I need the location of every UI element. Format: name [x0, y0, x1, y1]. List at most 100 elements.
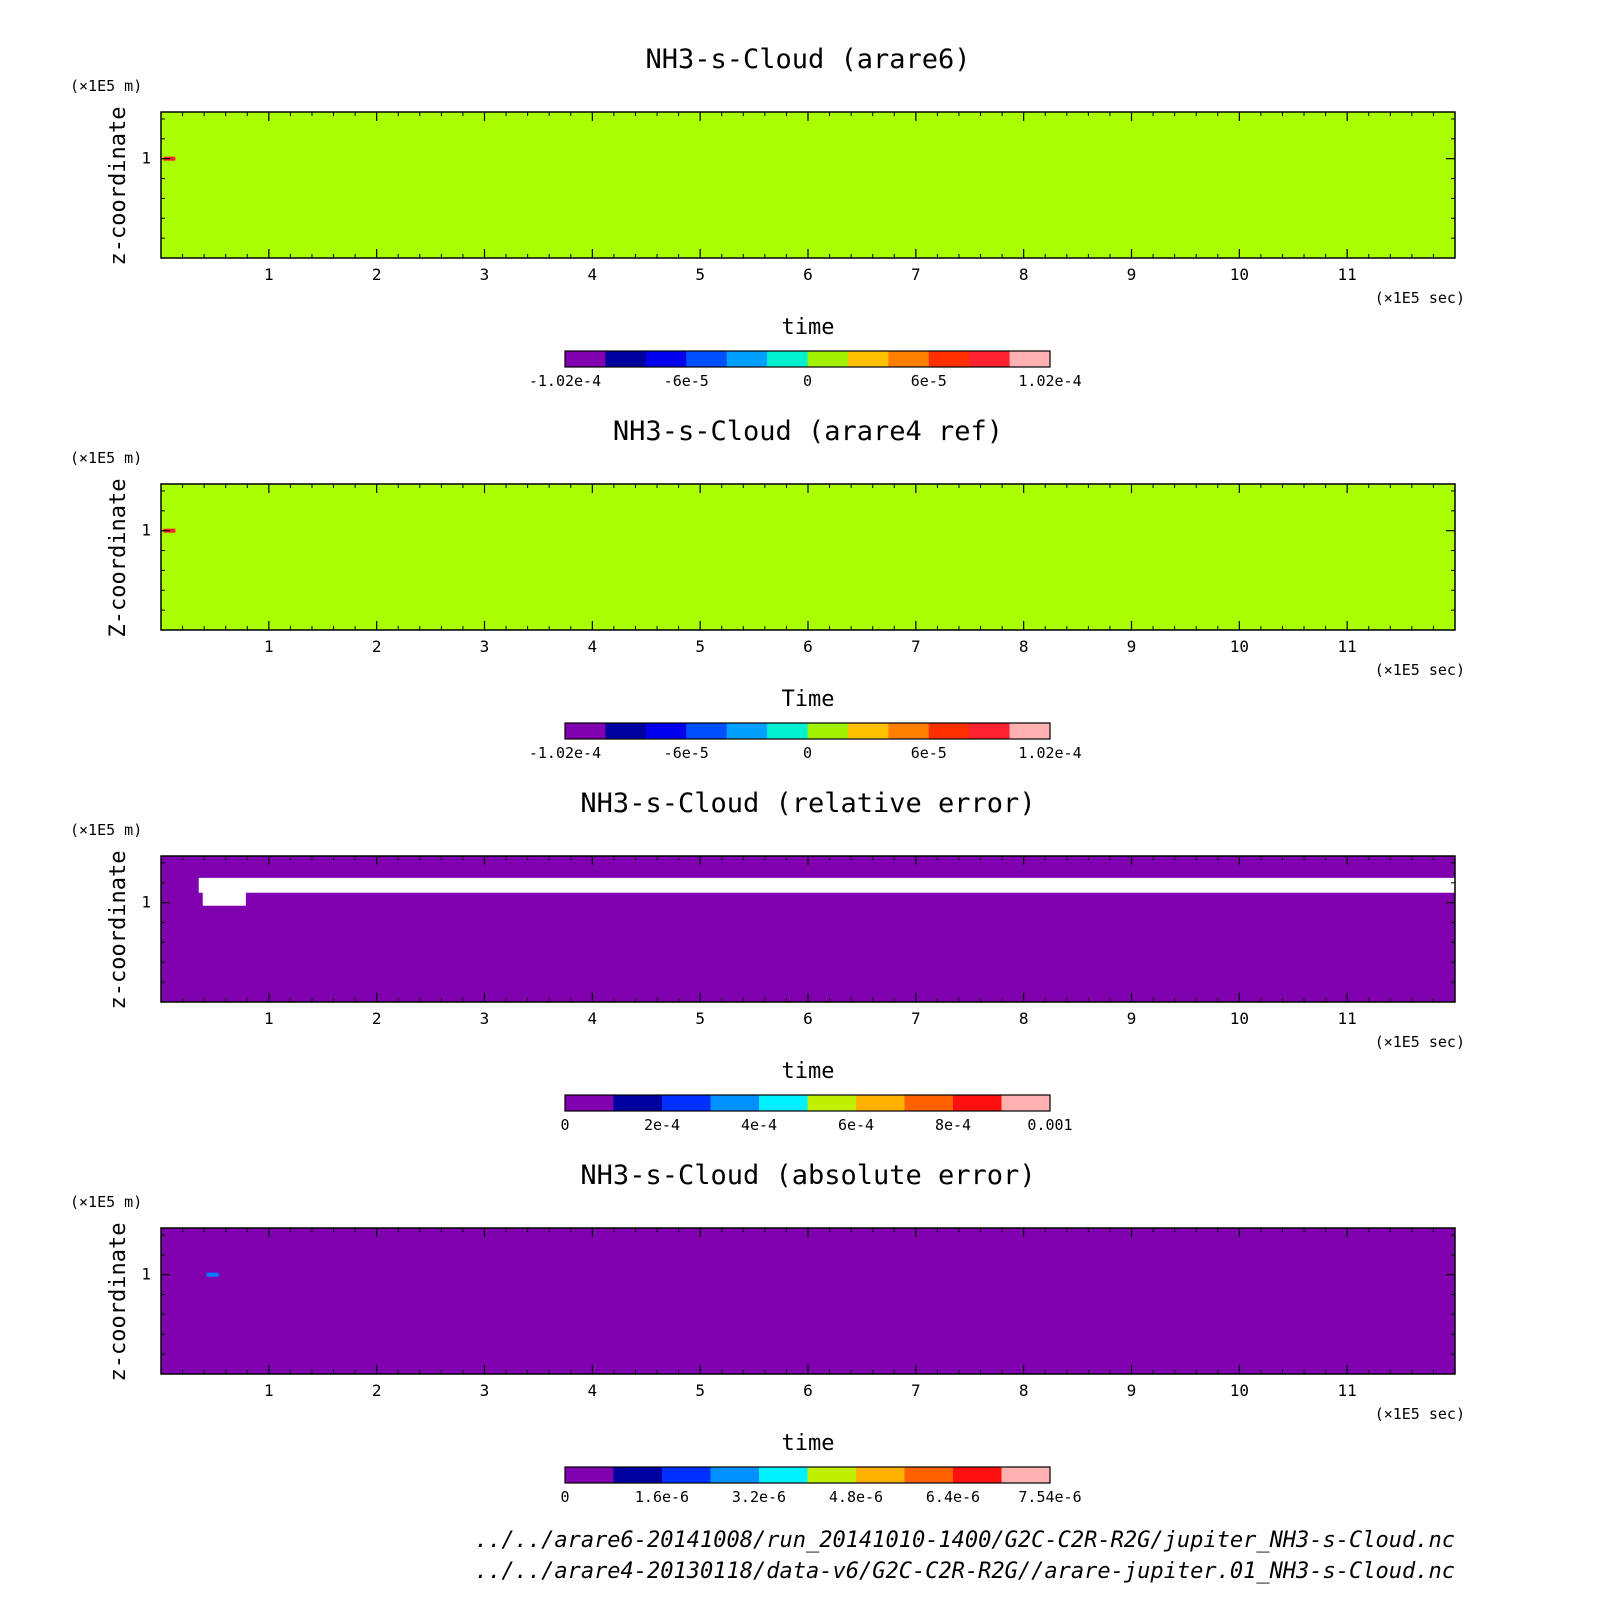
x-tick-label: 3 [480, 1009, 490, 1028]
x-tick-label: 11 [1338, 637, 1357, 656]
y-tick-label: 1 [141, 149, 151, 168]
x-tick-label: 5 [695, 1381, 705, 1400]
x-tick-label: 4 [588, 637, 598, 656]
colorbar-cell [807, 1095, 857, 1111]
colorbar-cell [1001, 1095, 1051, 1111]
colorbar-cell [953, 1095, 1002, 1111]
colorbar-tick-label: -6e-5 [664, 372, 709, 390]
chart-panel-1: NH3-s-Cloud (arare6) (×1E5 m) z-coordinate… [70, 44, 1465, 390]
x-tick-label: 3 [480, 1381, 490, 1400]
colorbar-cell [807, 1467, 857, 1483]
colorbar-frame [564, 1094, 1051, 1112]
colorbar-cell [726, 723, 768, 739]
colorbar-cell [686, 723, 728, 739]
chart-title: NH3-s-Cloud (relative error) [580, 788, 1035, 819]
x-tick-label: 6 [803, 265, 813, 284]
x-tick-label: 7 [911, 1381, 921, 1400]
colorbar-tick-label: -1.02e-4 [529, 372, 601, 390]
x-axis-label: Time [782, 687, 835, 712]
y-axis-label: z-coordinate [106, 851, 131, 1010]
colorbar-tick-label: 3.2e-6 [732, 1488, 786, 1506]
colorbar-cell [613, 1095, 663, 1111]
x-tick-label: 5 [695, 1009, 705, 1028]
missing-data-band [198, 877, 1455, 893]
x-tick-label: 6 [803, 637, 813, 656]
colorbar-cell [1009, 351, 1051, 367]
chart-panel-2: NH3-s-Cloud (arare4 ref) (×1E5 m) Z-coordi… [70, 416, 1465, 762]
heatmap-field [161, 484, 1455, 630]
x-tick-label: 11 [1338, 1009, 1357, 1028]
x-tick-label: 9 [1127, 637, 1137, 656]
x-tick-label: 2 [372, 637, 382, 656]
x-tick-label: 2 [372, 1009, 382, 1028]
x-tick-label: 1 [264, 1381, 274, 1400]
colorbar-tick-label: 6.4e-6 [926, 1488, 980, 1506]
colorbar-cell [767, 351, 808, 367]
colorbar-cell [928, 723, 970, 739]
colorbar-cell [807, 723, 849, 739]
x-tick-label: 4 [588, 1381, 598, 1400]
colorbar-cell [969, 723, 1011, 739]
colorbar-cell [686, 351, 728, 367]
x-tick-label: 10 [1230, 1381, 1249, 1400]
colorbar-cell [662, 1467, 711, 1483]
x-tick-label: 2 [372, 265, 382, 284]
chart-title: NH3-s-Cloud (absolute error) [580, 1160, 1035, 1191]
colorbar-cell [726, 351, 768, 367]
colorbar-cell [928, 351, 970, 367]
x-tick-label: 6 [803, 1381, 813, 1400]
colorbar-cell [904, 1095, 954, 1111]
colorbar-cell [605, 351, 647, 367]
x-tick-label: 5 [695, 637, 705, 656]
x-tick-label: 9 [1127, 1381, 1137, 1400]
y-axis-label: z-coordinate [106, 107, 131, 266]
colorbar-tick-label: 6e-5 [911, 744, 947, 762]
heatmap-field [161, 112, 1455, 258]
x-tick-label: 11 [1338, 265, 1357, 284]
colorbar-cell [1001, 1467, 1051, 1483]
colorbar-frame [564, 1466, 1051, 1484]
colorbar: -1.02e-4 -6e-5 0 6e-5 1.02e-4 [529, 722, 1082, 762]
colorbar-cell [767, 723, 808, 739]
colorbar-tick-label: 4.8e-6 [829, 1488, 883, 1506]
y-unit-label: (×1E5 m) [70, 77, 142, 95]
chart-title: NH3-s-Cloud (arare6) [645, 44, 970, 75]
colorbar-cell [710, 1467, 760, 1483]
colorbar-tick-label: 1.02e-4 [1018, 372, 1081, 390]
x-tick-label: 11 [1338, 1381, 1357, 1400]
x-tick-label: 4 [588, 265, 598, 284]
colorbar-cell [969, 351, 1011, 367]
x-tick-label: 10 [1230, 265, 1249, 284]
x-unit-label: (×1E5 sec) [1375, 1405, 1465, 1423]
x-tick-label: 3 [480, 637, 490, 656]
x-tick-label: 8 [1019, 637, 1029, 656]
colorbar: 0 2e-4 4e-4 6e-4 8e-4 0.001 [560, 1094, 1073, 1134]
colorbar-cell [856, 1095, 905, 1111]
x-unit-label: (×1E5 sec) [1375, 1033, 1465, 1051]
x-tick-label: 2 [372, 1381, 382, 1400]
colorbar-tick-label: 8e-4 [935, 1116, 971, 1134]
x-tick-label: 6 [803, 1009, 813, 1028]
colorbar-tick-label: 0 [803, 372, 812, 390]
colorbar-cell [710, 1095, 760, 1111]
footer-path-2: ../../arare4-20130118/data-v6/G2C-C2R-R2… [475, 1559, 1455, 1584]
colorbar-tick-label: 6e-4 [838, 1116, 874, 1134]
chart-panel-3: NH3-s-Cloud (relative error) (×1E5 m) z-co… [70, 788, 1465, 1134]
colorbar-cell [605, 723, 647, 739]
x-tick-label: 9 [1127, 265, 1137, 284]
colorbar: -1.02e-4 -6e-5 0 6e-5 1.02e-4 [529, 350, 1082, 390]
x-tick-label: 1 [264, 265, 274, 284]
colorbar-cell [759, 1095, 808, 1111]
colorbar-cell [856, 1467, 905, 1483]
colorbar-tick-label: -6e-5 [664, 744, 709, 762]
colorbar-cell [1009, 723, 1051, 739]
colorbar-tick-label: 2e-4 [644, 1116, 680, 1134]
x-tick-label: 7 [911, 1009, 921, 1028]
colorbar-cell [759, 1467, 808, 1483]
colorbar-tick-label: 1.6e-6 [635, 1488, 689, 1506]
y-axis-label: z-coordinate [106, 1223, 131, 1382]
x-axis-label: time [782, 1431, 835, 1456]
x-tick-label: 8 [1019, 265, 1029, 284]
colorbar-cell [953, 1467, 1002, 1483]
